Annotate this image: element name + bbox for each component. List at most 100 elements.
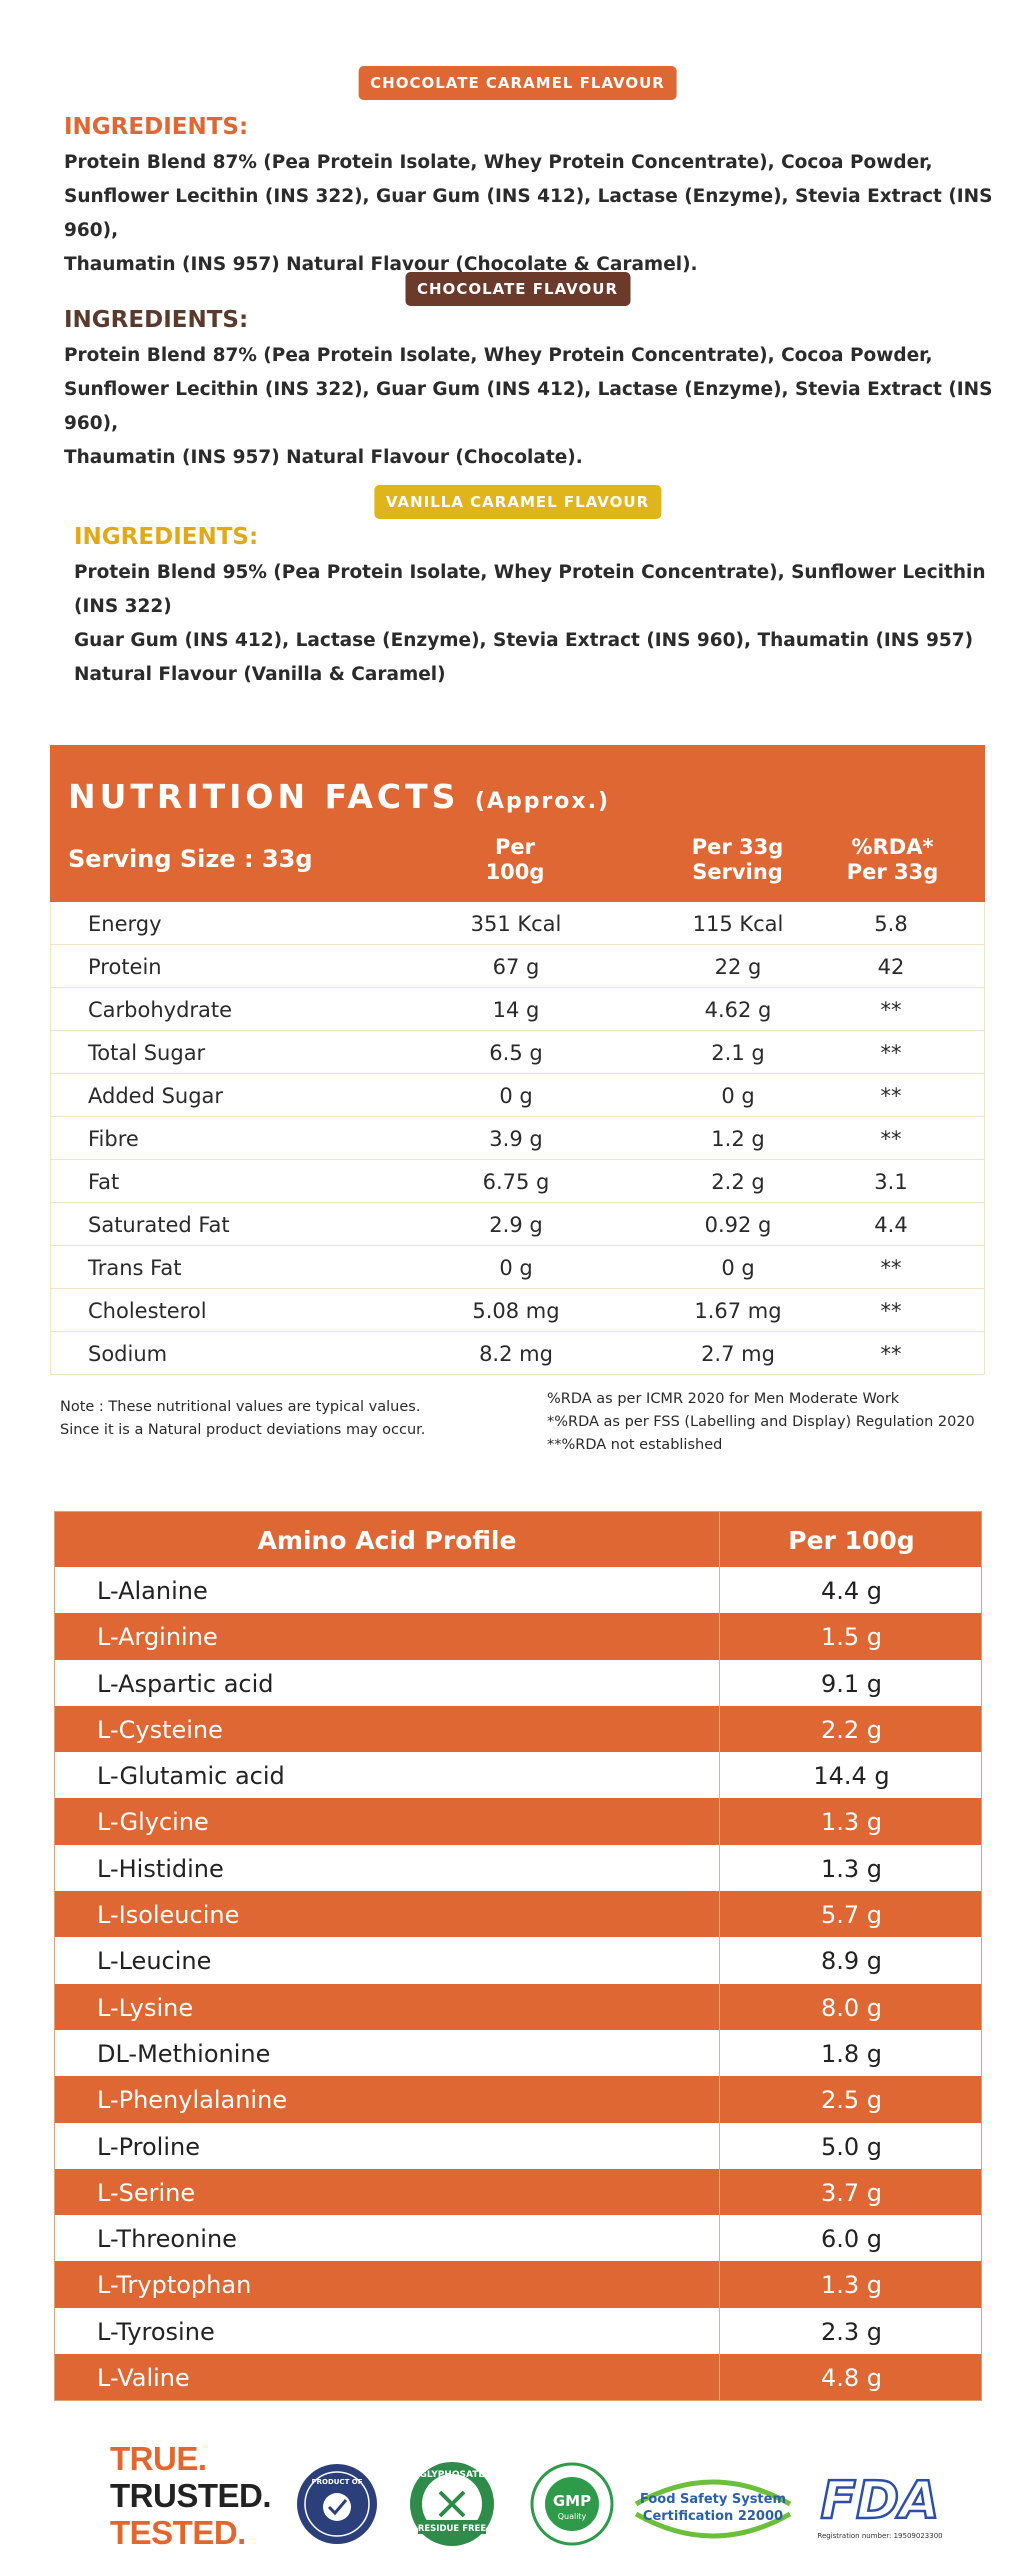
value-rda: 4.4: [874, 1213, 908, 1237]
nutrient-name: Total Sugar: [88, 1041, 206, 1065]
quality-text: Quality: [558, 2512, 587, 2521]
amino-row: L-Threonine 6.0 g: [55, 2215, 981, 2262]
column-divider: [719, 1567, 720, 1614]
amino-acid-value: 2.5 g: [820, 2086, 883, 2115]
value-rda: **: [880, 998, 902, 1022]
amino-row: L-Isoleucine 5.7 g: [55, 1891, 981, 1938]
amino-row: L-Glycine 1.3 g: [55, 1798, 981, 1845]
nutrition-row: Fat 6.75 g 2.2 g 3.1: [50, 1160, 985, 1203]
column-divider: [719, 1705, 720, 1753]
value-per-100g: 351 Kcal: [470, 912, 562, 936]
ingredients-line: Natural Flavour (Vanilla & Caramel): [74, 664, 446, 685]
value-per-100g: 2.9 g: [489, 1213, 543, 1237]
nutrition-row: Carbohydrate 14 g 4.62 g **: [50, 988, 985, 1031]
col-header-line: %RDA*: [851, 835, 934, 859]
column-divider: [719, 1752, 720, 1799]
nutrition-row: Saturated Fat 2.9 g 0.92 g 4.4: [50, 1203, 985, 1246]
column-divider: [719, 2307, 720, 2355]
amino-acid-name: L-Leucine: [97, 1947, 212, 1976]
amino-acid-name: L-Lysine: [97, 1993, 194, 2022]
value-rda: **: [880, 1299, 902, 1323]
nutrient-name: Saturated Fat: [88, 1213, 230, 1237]
amino-acid-value: 4.4 g: [820, 1577, 883, 1605]
ingredients-heading: INGREDIENTS:: [64, 307, 249, 333]
amino-acid-value: 8.9 g: [820, 1947, 883, 1976]
ingredients-line: Thaumatin (INS 957) Natural Flavour (Cho…: [64, 447, 583, 468]
value-per-serving: 2.1 g: [711, 1041, 765, 1065]
nutrition-row: Cholesterol 5.08 mg 1.67 mg **: [50, 1289, 985, 1332]
amino-row: L-Phenylalanine 2.5 g: [55, 2076, 981, 2123]
amino-row: L-Glutamic acid 14.4 g: [55, 1752, 981, 1799]
amino-acid-name: L-Isoleucine: [97, 1901, 240, 1930]
amino-acid-name: L-Arginine: [97, 1623, 218, 1652]
value-per-100g: 6.75 g: [482, 1170, 550, 1194]
ingredients-heading: INGREDIENTS:: [64, 114, 249, 140]
food-safety-text: Food Safety System: [640, 2492, 786, 2507]
flavour-badge: VANILLA CARAMEL FLAVOUR: [373, 485, 662, 519]
column-divider: [719, 2354, 720, 2401]
amino-acid-value: 4.8 g: [820, 2364, 883, 2393]
value-per-100g: 14 g: [492, 998, 540, 1022]
value-per-100g: 0 g: [499, 1084, 533, 1108]
nutrition-title-text: NUTRITION FACTS: [68, 777, 460, 816]
nutrition-row: Fibre 3.9 g 1.2 g **: [50, 1117, 985, 1160]
column-divider: [719, 2122, 720, 2169]
amino-acid-value: 1.8 g: [820, 2039, 883, 2068]
footnote-line: *%RDA as per FSS (Labelling and Display)…: [547, 1414, 975, 1430]
column-divider: [719, 2076, 720, 2123]
gmp-quality-icon: GMP Quality: [530, 2462, 614, 2550]
nutrient-name: Added Sugar: [88, 1084, 224, 1108]
fda-registration-text: Registration number: 19509023300: [817, 2532, 942, 2540]
ingredients-line: Protein Blend 95% (Pea Protein Isolate, …: [74, 562, 986, 617]
column-divider: [719, 1937, 720, 1984]
value-per-serving: 0 g: [721, 1084, 755, 1108]
amino-row: L-Alanine 4.4 g: [55, 1567, 981, 1614]
glyphosate-text: GLYPHOSATE: [419, 2470, 484, 2480]
trust-line: TRUE.: [110, 2440, 207, 2477]
value-per-serving: 2.2 g: [711, 1170, 765, 1194]
amino-acid-value: 5.7 g: [820, 1901, 883, 1930]
amino-acid-value: 1.5 g: [820, 1623, 883, 1652]
nutrition-note: Note : These nutritional values are typi…: [60, 1396, 425, 1442]
nutrient-name: Sodium: [88, 1342, 168, 1366]
column-divider: [719, 1983, 720, 2030]
flavour-badge: CHOCOLATE FLAVOUR: [405, 272, 630, 306]
value-rda: **: [880, 1041, 902, 1065]
value-per-100g: 6.5 g: [489, 1041, 543, 1065]
amino-acid-value: 14.4 g: [813, 1762, 890, 1791]
amino-acid-value: 6.0 g: [820, 2225, 883, 2254]
amino-acid-name: L-Tyrosine: [97, 2317, 215, 2346]
nutrition-rows: Energy 351 Kcal 115 Kcal 5.8 Protein 67 g 22 g…: [50, 902, 985, 1375]
ingredients-text: Protein Blend 87% (Pea Protein Isolate, …: [64, 146, 1035, 282]
amino-row: L-Cysteine 2.2 g: [55, 1705, 981, 1753]
nutrition-row: Trans Fat 0 g 0 g **: [50, 1246, 985, 1289]
amino-row: L-Lysine 8.0 g: [55, 1983, 981, 2030]
value-per-serving: 4.62 g: [704, 998, 772, 1022]
fda-icon: FDA Registration number: 19509023300: [810, 2468, 950, 2548]
amino-row: L-Leucine 8.9 g: [55, 1937, 981, 1984]
fda-text: FDA: [821, 2471, 940, 2531]
column-divider: [719, 1512, 720, 1567]
column-divider: [719, 1798, 720, 1845]
nutrition-header: NUTRITION FACTS (Approx.) Serving Size :…: [50, 745, 985, 902]
value-per-serving: 1.2 g: [711, 1127, 765, 1151]
amino-acid-name: L-Histidine: [97, 1854, 224, 1883]
column-divider: [719, 1659, 720, 1706]
nutrition-facts-table: NUTRITION FACTS (Approx.) Serving Size :…: [50, 745, 985, 1375]
true-trusted-tested-logo: TRUE. TRUSTED. TESTED.: [110, 2440, 272, 2551]
note-line: Since it is a Natural product deviations…: [60, 1422, 426, 1438]
ingredients-line: Thaumatin (INS 957) Natural Flavour (Cho…: [64, 254, 698, 275]
amino-row: L-Arginine 1.5 g: [55, 1613, 981, 1660]
column-divider: [719, 1613, 720, 1660]
ingredients-line: Guar Gum (INS 412), Lactase (Enzyme), St…: [74, 630, 974, 651]
col-header-line: Per 33g: [846, 860, 939, 884]
value-rda: 3.1: [874, 1170, 908, 1194]
col-header-per-serving: Per 33g Serving: [670, 835, 805, 885]
value-per-serving: 0 g: [721, 1256, 755, 1280]
nutrient-name: Fibre: [88, 1127, 139, 1151]
value-per-100g: 67 g: [492, 955, 540, 979]
amino-acid-table: Amino Acid Profile Per 100g L-Alanine 4.4…: [54, 1511, 982, 2402]
amino-acid-name: L-Aspartic acid: [97, 1669, 274, 1698]
value-rda: **: [880, 1084, 902, 1108]
amino-row: L-Aspartic acid 9.1 g: [55, 1659, 981, 1706]
